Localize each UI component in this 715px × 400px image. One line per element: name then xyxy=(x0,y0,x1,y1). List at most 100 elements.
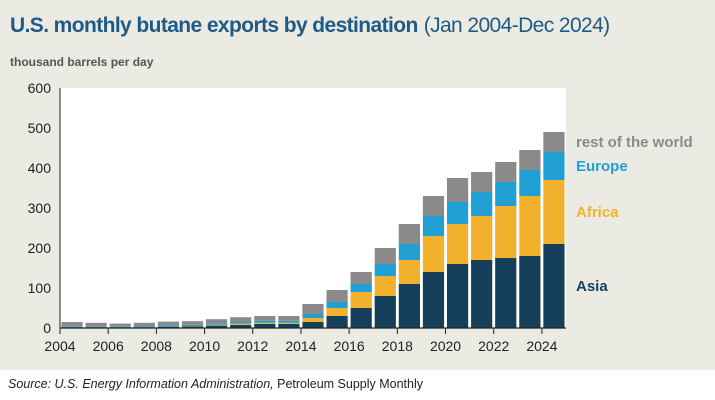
x-tick-label-2016: 2016 xyxy=(334,338,365,354)
bar-rest-of-the-world-2023: rest of the world 2023: 50 xyxy=(519,150,541,170)
bar-Europe-2004: Europe 2004: 2 xyxy=(61,326,83,328)
y-tick-label-200: 200 xyxy=(28,240,52,256)
bar-Asia-2017: Asia 2017: 80 xyxy=(374,296,396,328)
bar-Africa-2010: Africa 2010: 2 xyxy=(206,324,228,326)
bar-Africa-2012: Africa 2012: 3 xyxy=(254,322,276,324)
y-axis-units-label: thousand barrels per day xyxy=(10,55,154,69)
bar-Europe-2019: Europe 2019: 50 xyxy=(422,216,445,236)
bar-Asia-2014: Asia 2014: 15 xyxy=(302,322,324,328)
bar-Europe-2018: Europe 2018: 40 xyxy=(398,244,420,260)
bar-Asia-2011: Asia 2011: 8 xyxy=(230,324,252,328)
bar-Europe-2009: Europe 2009: 3 xyxy=(181,324,204,326)
bar-Africa-2017: Africa 2017: 50 xyxy=(374,276,396,296)
x-tick-label-2008: 2008 xyxy=(141,338,172,354)
bar-rest-of-the-world-2016: rest of the world 2016: 30 xyxy=(350,272,372,284)
bar-Europe-2023: Europe 2023: 65 xyxy=(519,170,541,196)
bar-Africa-2013: Africa 2013: 3 xyxy=(278,322,300,324)
bar-rest-of-the-world-2015: rest of the world 2015: 30 xyxy=(326,290,348,302)
bar-Asia-2018: Asia 2018: 110 xyxy=(398,284,420,328)
bar-Asia-2015: Asia 2015: 30 xyxy=(326,316,348,328)
x-tick-label-2022: 2022 xyxy=(478,338,509,354)
bar-rest-of-the-world-2024: rest of the world 2024: 50 xyxy=(543,132,565,152)
bar-Europe-2014: Europe 2014: 10 xyxy=(302,314,324,318)
bar-Asia-2024: Asia 2024: 210 xyxy=(543,244,565,328)
bar-Europe-2020: Europe 2020: 55 xyxy=(446,202,469,224)
bar-Africa-2011: Africa 2011: 3 xyxy=(230,323,252,325)
bar-rest-of-the-world-2007: rest of the world 2007: 9 xyxy=(133,322,155,327)
x-tick-label-2020: 2020 xyxy=(430,338,461,354)
bar-rest-of-the-world-2021: rest of the world 2021: 50 xyxy=(471,172,493,192)
y-tick-label-0: 0 xyxy=(43,320,51,336)
bar-rest-of-the-world-2014: rest of the world 2014: 25 xyxy=(302,304,324,314)
bar-Africa-2018: Africa 2018: 60 xyxy=(398,260,420,284)
bar-rest-of-the-world-2004: rest of the world 2004: 12 xyxy=(61,322,83,327)
y-tick-label-600: 600 xyxy=(28,80,52,96)
bar-rest-of-the-world-2010: rest of the world 2010: 10 xyxy=(206,319,228,324)
bar-Asia-2009: Asia 2009: 4 xyxy=(181,326,204,328)
x-tick-label-2010: 2010 xyxy=(189,338,220,354)
bar-rest-of-the-world-2019: rest of the world 2019: 50 xyxy=(422,196,445,216)
bar-Asia-2013: Asia 2013: 10 xyxy=(278,324,300,328)
bar-Europe-2005: Europe 2005: 2 xyxy=(85,326,107,328)
title-main: U.S. monthly butane exports by destinati… xyxy=(10,14,418,37)
bar-Africa-2019: Africa 2019: 90 xyxy=(422,236,445,272)
bar-Europe-2024: Europe 2024: 70 xyxy=(543,152,565,180)
source-prefix: Source: U.S. Energy Information Administ… xyxy=(8,377,274,391)
x-tick-label-2012: 2012 xyxy=(237,338,268,354)
series-label-Europe: Europe xyxy=(576,158,628,175)
bar-Asia-2020: Asia 2020: 160 xyxy=(446,264,469,328)
bar-Asia-2021: Asia 2021: 170 xyxy=(471,260,493,328)
series-label-Africa: Africa xyxy=(576,204,619,221)
bar-Europe-2022: Europe 2022: 60 xyxy=(495,182,517,206)
bar-Asia-2012: Asia 2012: 10 xyxy=(254,324,276,328)
x-tick-label-2014: 2014 xyxy=(285,338,316,354)
bar-rest-of-the-world-2020: rest of the world 2020: 60 xyxy=(446,178,469,202)
y-tick-label-300: 300 xyxy=(28,200,52,216)
bar-Europe-2017: Europe 2017: 30 xyxy=(374,264,396,276)
series-label-Asia: Asia xyxy=(576,278,608,295)
bar-Asia-2010: Asia 2010: 6 xyxy=(206,325,228,328)
bar-Africa-2015: Africa 2015: 20 xyxy=(326,308,348,316)
x-tick-label-2004: 2004 xyxy=(44,338,75,354)
bar-rest-of-the-world-2018: rest of the world 2018: 50 xyxy=(398,224,420,244)
bar-Africa-2021: Africa 2021: 110 xyxy=(471,216,493,260)
bar-Asia-2016: Asia 2016: 50 xyxy=(350,308,372,328)
stacked-bar-chart: Asia 2004: 1Europe 2004: 2rest of the wo… xyxy=(28,80,693,354)
bar-Europe-2021: Europe 2021: 60 xyxy=(471,192,493,216)
y-tick-label-500: 500 xyxy=(28,120,52,136)
bar-Europe-2006: Europe 2006: 2 xyxy=(109,326,131,328)
bar-rest-of-the-world-2005: rest of the world 2005: 10 xyxy=(85,322,107,327)
bar-Europe-2013: Europe 2013: 5 xyxy=(278,320,300,323)
bar-Africa-2020: Africa 2020: 100 xyxy=(446,224,469,264)
series-label-rest-of-the-world: rest of the world xyxy=(576,134,693,151)
y-tick-label-400: 400 xyxy=(28,160,52,176)
bar-Africa-2014: Africa 2014: 10 xyxy=(302,318,324,322)
y-tick-label-100: 100 xyxy=(28,280,52,296)
bar-Africa-2009: Africa 2009: 1 xyxy=(181,326,204,327)
bar-rest-of-the-world-2017: rest of the world 2017: 40 xyxy=(374,248,396,264)
bar-rest-of-the-world-2022: rest of the world 2022: 50 xyxy=(495,162,517,182)
source-note: Source: U.S. Energy Information Administ… xyxy=(8,377,423,391)
bar-Europe-2016: Europe 2016: 20 xyxy=(350,284,372,292)
bar-Africa-2023: Africa 2023: 150 xyxy=(519,196,541,256)
x-tick-label-2006: 2006 xyxy=(93,338,124,354)
bar-Europe-2010: Europe 2010: 4 xyxy=(206,323,228,325)
bar-Asia-2022: Asia 2022: 175 xyxy=(495,258,517,328)
x-tick-label-2018: 2018 xyxy=(382,338,413,354)
bars-group: Asia 2004: 1Europe 2004: 2rest of the wo… xyxy=(61,132,565,329)
bar-rest-of-the-world-2009: rest of the world 2009: 9 xyxy=(181,321,204,325)
bar-Asia-2023: Asia 2023: 180 xyxy=(519,256,541,328)
bar-rest-of-the-world-2006: rest of the world 2006: 8 xyxy=(109,323,131,327)
source-publication: Petroleum Supply Monthly xyxy=(277,377,424,391)
bar-Europe-2012: Europe 2012: 5 xyxy=(254,320,276,323)
bar-Europe-2015: Europe 2015: 15 xyxy=(326,302,348,308)
title-period: (Jan 2004-Dec 2024) xyxy=(423,14,610,37)
bar-Africa-2024: Africa 2024: 160 xyxy=(543,180,565,244)
bar-rest-of-the-world-2008: rest of the world 2008: 10 xyxy=(157,321,180,326)
bar-Europe-2007: Europe 2007: 2 xyxy=(133,326,155,328)
bar-Asia-2019: Asia 2019: 140 xyxy=(422,272,445,328)
bar-rest-of-the-world-2013: rest of the world 2013: 12 xyxy=(278,316,300,321)
bar-rest-of-the-world-2011: rest of the world 2011: 12 xyxy=(230,317,252,322)
bar-Africa-2016: Africa 2016: 40 xyxy=(350,292,372,308)
bar-Europe-2011: Europe 2011: 4 xyxy=(230,322,252,324)
